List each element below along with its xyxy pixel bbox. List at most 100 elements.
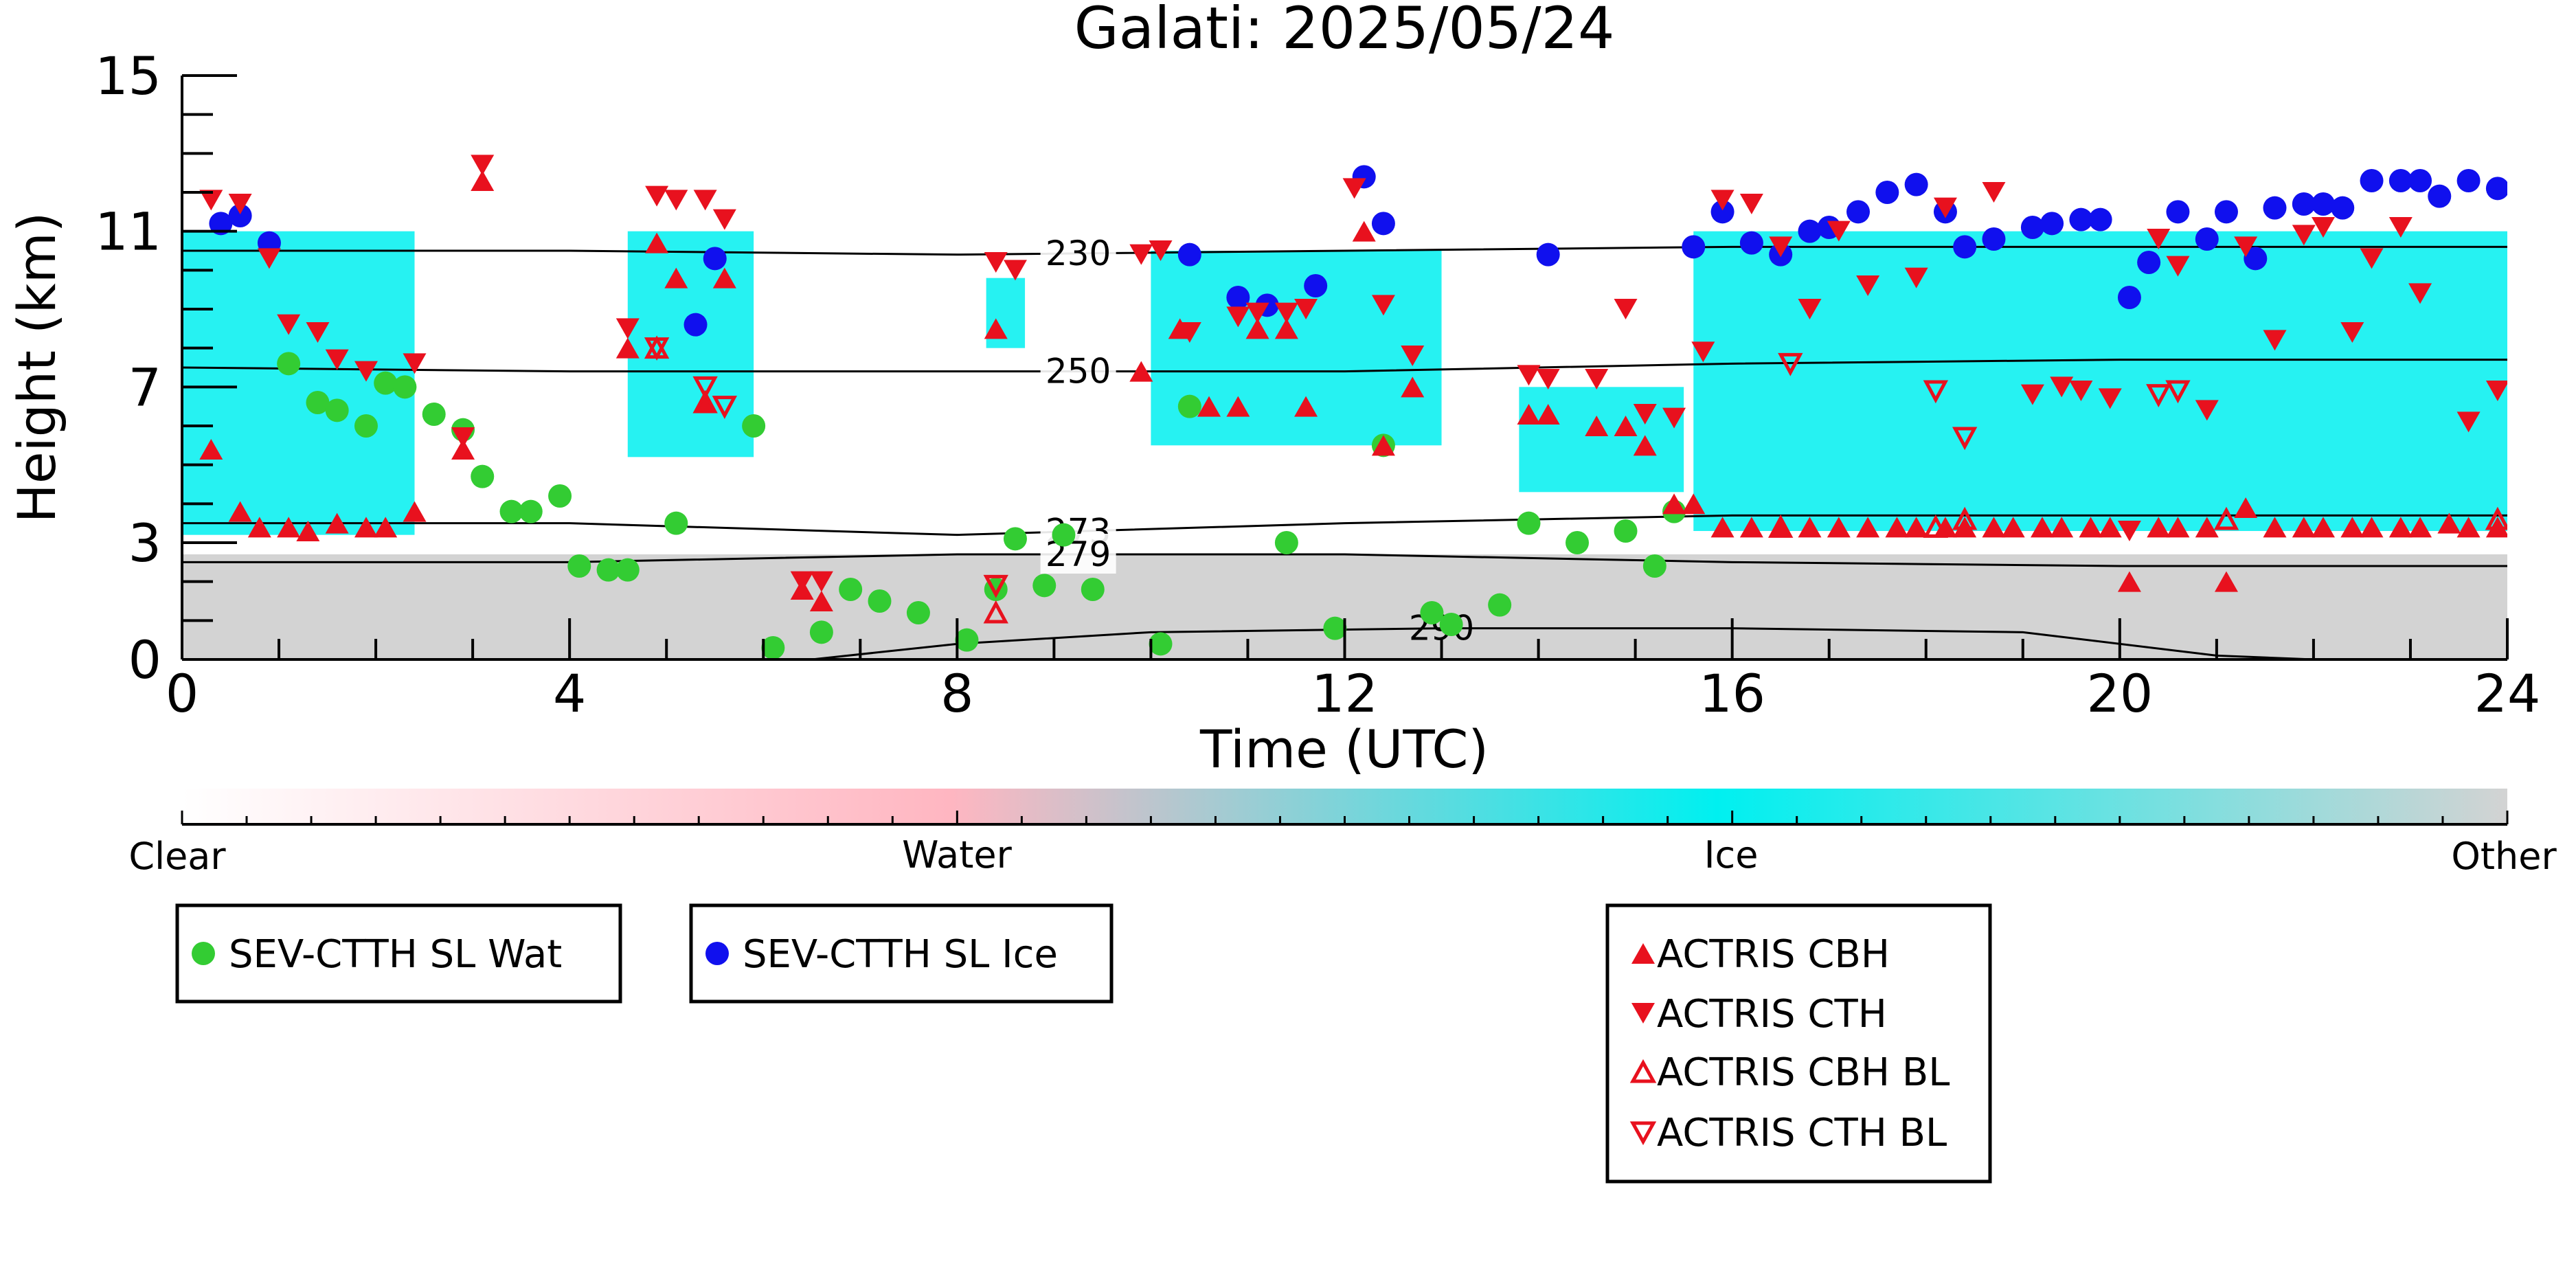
point-actris-cbh-bl: [2485, 506, 2507, 530]
point-sev-ctth-sl-wat: [548, 484, 572, 508]
point-sev-ctth-sl-wat: [422, 403, 446, 426]
point-actris-cbh: [645, 232, 669, 253]
point-sev-ctth-sl-wat: [906, 601, 930, 624]
point-sev-ctth-sl-wat: [1642, 554, 1667, 578]
x-tick-label: 8: [940, 663, 973, 724]
x-tick-label: 20: [2086, 663, 2153, 724]
y-tick-label: 11: [95, 201, 161, 262]
chart-title: Galati: 2025/05/24: [1074, 0, 1615, 62]
point-actris-cbh: [664, 267, 688, 289]
point-sev-ctth-sl-ice: [1982, 227, 2006, 251]
point-actris-cth: [2069, 381, 2093, 401]
point-sev-ctth-sl-ice: [2244, 247, 2268, 271]
point-actris-cbh: [247, 517, 271, 538]
point-actris-cth: [199, 190, 223, 211]
point-actris-cbh: [984, 318, 1008, 339]
legend-label-sev-wat: SEV-CTTH SL Wat: [229, 932, 562, 977]
contour-line-273: [182, 514, 2507, 536]
point-actris-cth: [1536, 369, 1560, 389]
point-sev-ctth-sl-wat: [1081, 578, 1105, 601]
plot-area: 230250273279290: [182, 155, 2507, 659]
point-actris-cth: [1691, 341, 1715, 363]
x-tick-label: 0: [166, 663, 199, 724]
point-actris-cth: [2485, 381, 2507, 401]
point-sev-ctth-sl-ice: [2088, 207, 2112, 231]
legend-box-sev-ice: SEV-CTTH SL Ice: [689, 903, 1114, 1004]
point-sev-ctth-sl-wat: [955, 628, 979, 652]
point-actris-cbh: [1517, 404, 1541, 425]
point-sev-ctth-sl-wat: [868, 589, 892, 613]
point-actris-cth: [984, 252, 1008, 273]
point-actris-cbh: [1710, 517, 1735, 538]
point-sev-ctth-sl-ice: [703, 247, 727, 271]
point-actris-cbh-bl: [1923, 515, 1949, 538]
colorbar-label-clear: Clear: [128, 835, 226, 878]
point-actris-cth: [2050, 376, 2074, 398]
point-actris-cbh: [2195, 517, 2219, 538]
point-sev-ctth-sl-ice: [228, 204, 252, 227]
point-sev-ctth-sl-wat: [499, 499, 523, 523]
point-actris-cth-bl: [2146, 384, 2171, 407]
point-actris-cbh: [374, 517, 398, 538]
colorbar-label-water: Water: [902, 833, 1012, 877]
point-sev-ctth-sl-ice: [1904, 172, 1928, 196]
point-actris-cbh-bl: [1768, 515, 1794, 538]
point-actris-cth: [2166, 256, 2190, 277]
point-sev-ctth-sl-ice: [1177, 242, 1201, 267]
point-actris-cth: [1904, 267, 1928, 289]
point-sev-ctth-sl-wat: [354, 414, 378, 438]
point-actris-cth: [1633, 404, 1657, 425]
point-sev-ctth-sl-ice: [1682, 235, 1706, 259]
point-actris-cbh: [2292, 517, 2316, 538]
point-actris-cbh: [615, 337, 640, 359]
point-sev-ctth-sl-ice: [2292, 192, 2316, 216]
point-actris-cbh: [1856, 517, 1880, 538]
point-sev-ctth-sl-ice: [2485, 177, 2507, 201]
point-sev-ctth-sl-wat: [742, 414, 766, 438]
point-actris-cth: [1856, 275, 1880, 296]
point-actris-cth: [1129, 244, 1153, 265]
cloud-region-ice: [627, 231, 754, 457]
point-sev-ctth-sl-ice: [2456, 169, 2481, 192]
point-actris-cbh: [2117, 571, 2141, 592]
point-sev-ctth-sl-ice: [2117, 286, 2141, 309]
legend-box-sev-wat: SEV-CTTH SL Wat: [175, 903, 622, 1004]
point-sev-ctth-sl-wat: [1274, 531, 1298, 554]
point-actris-cth: [228, 194, 252, 214]
point-actris-cbh: [296, 521, 320, 541]
point-actris-cth: [2195, 400, 2219, 421]
point-sev-ctth-sl-ice: [1536, 242, 1560, 267]
point-sev-ctth-sl-wat: [1032, 574, 1057, 598]
point-actris-cbh: [471, 170, 495, 191]
point-actris-cbh: [2166, 517, 2190, 538]
legend-frame: [1605, 903, 1992, 1184]
point-actris-cbh: [1904, 517, 1928, 538]
point-actris-cth: [790, 571, 814, 592]
contour-label-bg: [1040, 350, 1116, 391]
point-sev-ctth-sl-wat: [1614, 519, 1638, 543]
point-actris-cth: [2408, 283, 2432, 304]
point-sev-ctth-sl-wat: [306, 391, 330, 414]
point-actris-cbh: [1401, 376, 1425, 398]
point-actris-cbh: [2147, 517, 2171, 538]
y-tick-label: 0: [128, 629, 161, 690]
point-actris-cth: [693, 190, 717, 211]
point-sev-ctth-sl-ice: [2428, 184, 2452, 208]
point-actris-cth: [2292, 225, 2316, 246]
point-actris-cbh-bl: [1952, 506, 1978, 530]
colorbar: Clear Water Ice Other: [128, 789, 2557, 878]
point-sev-ctth-sl-wat: [374, 371, 398, 395]
point-actris-cbh: [2050, 517, 2074, 538]
point-actris-cth: [615, 318, 640, 339]
contour-label-250: 250: [1046, 352, 1111, 392]
temperature-contours: 230250273279290: [182, 232, 2507, 659]
legend-marker-sev-wat: [192, 942, 215, 965]
point-actris-cth: [257, 248, 281, 269]
contour-label-230: 230: [1046, 234, 1111, 273]
legend-label-actris-cbh-bl: ACTRIS CBH BL: [1657, 1050, 1950, 1095]
point-sev-ctth-sl-ice: [1846, 200, 1871, 224]
point-actris-cth: [1614, 299, 1638, 319]
legend-label-actris-cth-bl: ACTRIS CTH BL: [1657, 1111, 1947, 1155]
y-tick-label: 3: [128, 512, 161, 574]
point-sev-ctth-sl-wat: [1003, 527, 1027, 551]
